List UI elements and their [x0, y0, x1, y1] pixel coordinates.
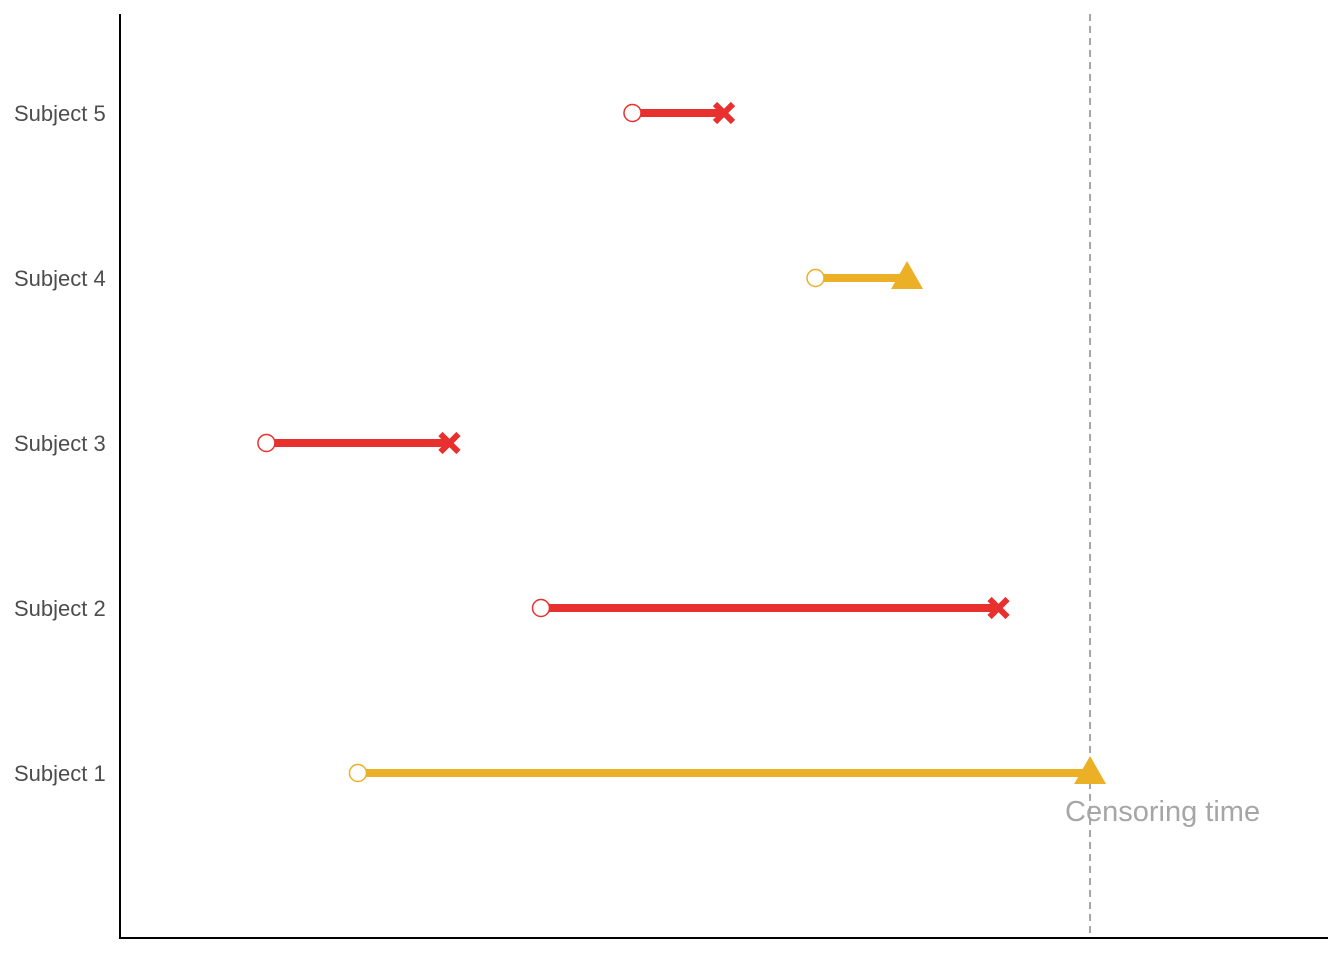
subject-timeline	[806, 261, 924, 289]
subject-timeline	[348, 756, 1107, 784]
x-icon	[712, 101, 736, 125]
start-circle-icon	[623, 103, 642, 123]
subject-timeline	[257, 431, 461, 455]
start-circle-icon	[531, 598, 551, 618]
start-circle-icon	[806, 268, 825, 288]
y-tick-labels: Subject 1 Subject 2 Subject 3 Subject 4 Subj…	[14, 101, 106, 786]
y-tick-label: Subject 3	[14, 431, 106, 456]
triangle-icon	[891, 261, 924, 289]
subject-timelines	[257, 101, 1107, 784]
start-circle-icon	[257, 433, 276, 453]
y-tick-label: Subject 1	[14, 761, 106, 786]
x-stroke	[712, 101, 736, 125]
subject-timeline	[623, 101, 736, 125]
y-tick-label: Subject 5	[14, 101, 106, 126]
y-tick-label: Subject 4	[14, 266, 106, 291]
x-stroke	[987, 596, 1010, 620]
x-icon	[987, 596, 1010, 620]
x-icon	[438, 431, 461, 455]
y-tick-label: Subject 2	[14, 596, 106, 621]
start-circle-icon	[348, 763, 368, 783]
x-stroke	[438, 431, 461, 455]
triangle-icon	[1074, 756, 1107, 784]
subject-timeline	[531, 596, 1010, 620]
censoring-time-annotation: Censoring time	[1065, 796, 1260, 828]
